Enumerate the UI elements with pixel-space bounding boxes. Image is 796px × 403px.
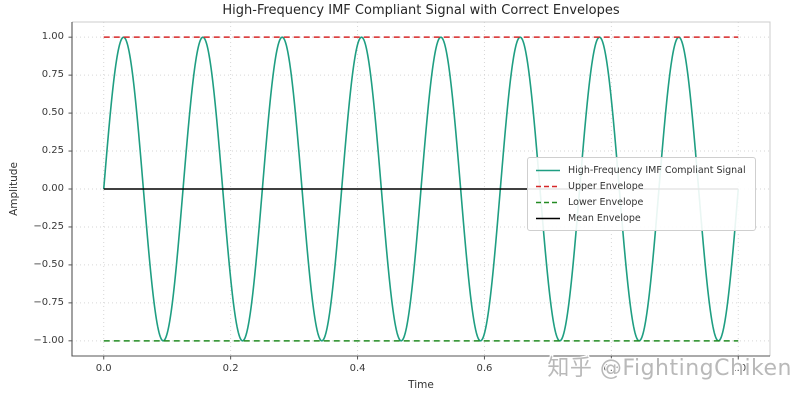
- x-tick-label: 0.4: [349, 363, 366, 374]
- legend-item: Upper Envelope: [535, 179, 746, 193]
- spine-left-bottom: [71, 22, 770, 357]
- chart-title: High-Frequency IMF Compliant Signal with…: [222, 3, 620, 18]
- x-tick-label: 0.2: [222, 363, 239, 374]
- y-tick-label: −0.25: [33, 220, 64, 232]
- y-tick-label: 1.00: [41, 31, 64, 43]
- legend-item: Lower Envelope: [535, 195, 746, 209]
- legend-item: High-Frequency IMF Compliant Signal: [535, 163, 746, 177]
- y-tick-label: −0.50: [33, 258, 64, 270]
- legend-line-sample: [536, 169, 560, 171]
- legend-line-sample: [536, 201, 560, 203]
- y-tick-label: 0.00: [41, 183, 64, 194]
- legend-line-sample: [536, 185, 560, 187]
- y-tick-label: 0.25: [41, 145, 64, 157]
- spine-top-right: [72, 21, 771, 356]
- legend-line-sample: [536, 217, 560, 219]
- x-tick-label: 1.0: [730, 363, 747, 374]
- y-tick-label: 0.50: [41, 107, 64, 119]
- x-tick-label: 0.0: [95, 363, 112, 374]
- watermark: 知乎 @FightingChiken: [547, 356, 792, 381]
- legend-item-label: High-Frequency IMF Compliant Signal: [568, 164, 746, 176]
- y-tick-label: −0.75: [33, 296, 64, 308]
- x-tick-label: 0.8: [603, 363, 620, 374]
- legend-item: Mean Envelope: [535, 211, 746, 225]
- legend-box: High-Frequency IMF Compliant Signal Upper…: [527, 157, 756, 231]
- legend-item-label: Mean Envelope: [568, 212, 641, 224]
- x-axis-label: Time: [408, 379, 434, 391]
- y-tick-label: −1.00: [33, 334, 64, 346]
- legend-item-label: Upper Envelope: [568, 180, 644, 192]
- x-tick-label: 0.6: [476, 363, 493, 374]
- y-tick-label: 0.75: [41, 69, 64, 81]
- legend-item-label: Lower Envelope: [568, 196, 644, 208]
